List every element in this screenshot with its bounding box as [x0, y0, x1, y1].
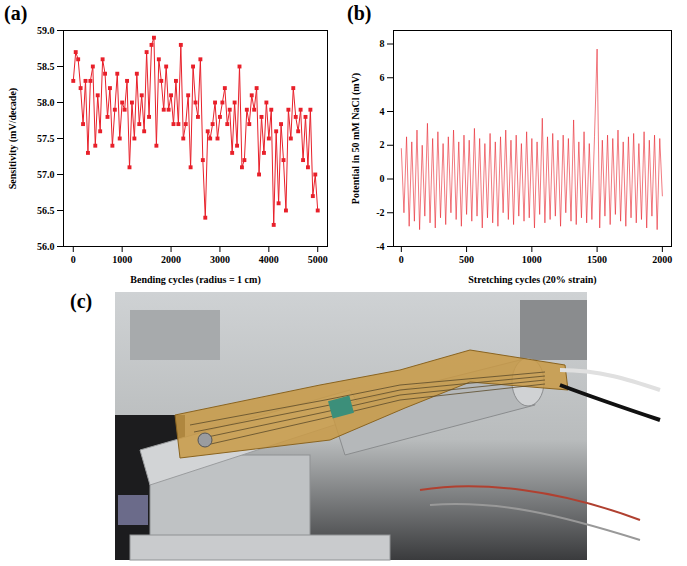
svg-text:1500: 1500: [587, 254, 607, 265]
svg-text:57.5: 57.5: [37, 133, 55, 144]
svg-text:Potential in 50 mM NaCl (mV): Potential in 50 mM NaCl (mV): [350, 73, 362, 204]
svg-text:1000: 1000: [112, 254, 132, 265]
svg-text:57.0: 57.0: [37, 169, 55, 180]
svg-text:58.0: 58.0: [37, 97, 55, 108]
svg-text:1000: 1000: [522, 254, 542, 265]
svg-text:-2: -2: [376, 207, 384, 218]
svg-text:-4: -4: [376, 241, 384, 252]
html-text:(c): (c): [70, 290, 93, 312]
svg-text:500: 500: [459, 254, 474, 265]
svg-text:2000: 2000: [652, 254, 672, 265]
svg-text:6: 6: [380, 72, 385, 83]
svg-text:Stretching cycles (20% strain): Stretching cycles (20% strain): [468, 274, 596, 286]
svg-text:0: 0: [380, 173, 385, 184]
svg-text:5000: 5000: [308, 254, 328, 265]
svg-text:8: 8: [380, 38, 385, 49]
svg-text:2: 2: [380, 139, 385, 150]
svg-text:0: 0: [71, 254, 76, 265]
svg-text:56.5: 56.5: [37, 205, 55, 216]
svg-text:2000: 2000: [161, 254, 181, 265]
svg-text:Bending cycles (radius = 1 cm): Bending cycles (radius = 1 cm): [130, 274, 260, 286]
svg-text:59.0: 59.0: [37, 25, 55, 36]
svg-text:3000: 3000: [210, 254, 230, 265]
html-text:(a): (a): [4, 2, 28, 24]
svg-text:4: 4: [380, 106, 385, 117]
svg-text:Sensitivity (mV/decade): Sensitivity (mV/decade): [7, 88, 19, 189]
html-text:(b): (b): [347, 2, 372, 24]
svg-text:58.5: 58.5: [37, 61, 55, 72]
svg-text:56.0: 56.0: [37, 241, 55, 252]
svg-text:0: 0: [399, 254, 404, 265]
svg-text:4000: 4000: [259, 254, 279, 265]
